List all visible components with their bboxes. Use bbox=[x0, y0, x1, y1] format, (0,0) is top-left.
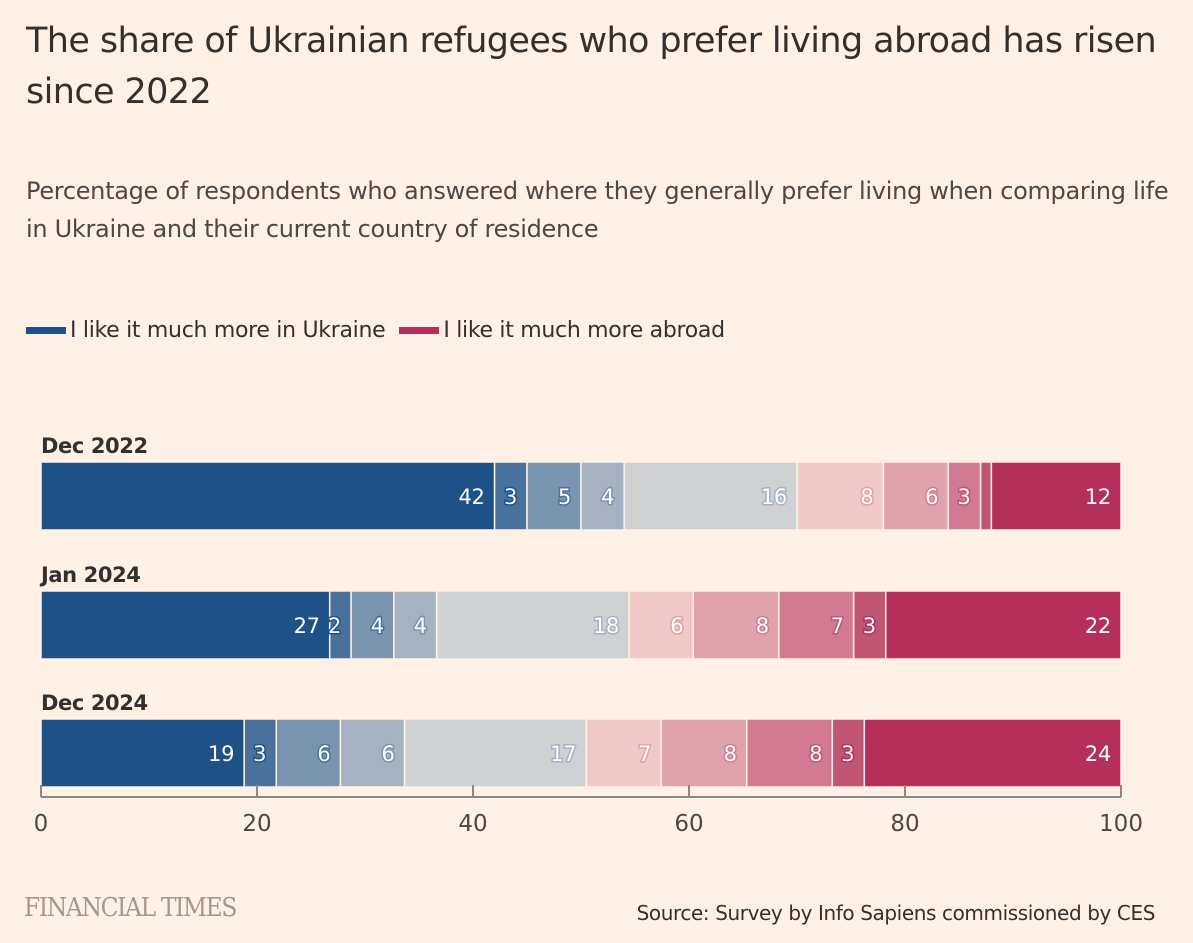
data-label-jan-2024-5: 18 bbox=[593, 614, 619, 638]
bar-segment-dec-2024-10 bbox=[863, 718, 1122, 788]
category-label-jan-2024: Jan 2024 bbox=[39, 563, 141, 587]
category-label-dec-2022: Dec 2022 bbox=[41, 434, 148, 458]
data-label-dec-2024-5: 17 bbox=[550, 742, 576, 766]
bar-segment-dec-2024-5 bbox=[403, 718, 588, 788]
legend-swatch-ukraine bbox=[26, 327, 66, 334]
bar-segment-dec-2024-4 bbox=[339, 718, 406, 788]
bar-segment-dec-2022-6 bbox=[796, 461, 885, 531]
category-label-dec-2024: Dec 2024 bbox=[41, 691, 148, 715]
data-label-dec-2024-3: 6 bbox=[317, 742, 330, 766]
data-label-jan-2024-1: 27 bbox=[294, 614, 320, 638]
data-label-dec-2022-5: 16 bbox=[761, 485, 787, 509]
data-label-jan-2024-10: 22 bbox=[1085, 614, 1111, 638]
data-label-dec-2022-6: 8 bbox=[860, 485, 873, 509]
bar-segment-dec-2022-1 bbox=[40, 461, 496, 531]
data-label-dec-2024-1: 19 bbox=[208, 742, 234, 766]
legend-swatch-abroad bbox=[399, 327, 440, 334]
x-tick-label-60: 60 bbox=[674, 811, 703, 837]
x-tick-label-80: 80 bbox=[890, 811, 919, 837]
legend: I like it much more in Ukraine I like it… bbox=[26, 318, 739, 343]
bar-segment-jan-2024-10 bbox=[885, 590, 1122, 660]
data-label-jan-2024-7: 8 bbox=[756, 614, 769, 638]
data-label-dec-2024-8: 8 bbox=[809, 742, 822, 766]
data-label-dec-2022-8: 3 bbox=[958, 485, 971, 509]
bar-segment-dec-2024-3 bbox=[275, 718, 342, 788]
chart-title: The share of Ukrainian refugees who pref… bbox=[26, 21, 1157, 112]
bar-segment-dec-2024-2 bbox=[243, 718, 277, 788]
data-label-jan-2024-6: 6 bbox=[670, 614, 683, 638]
bar-segment-dec-2024-1 bbox=[40, 718, 245, 788]
data-label-jan-2024-4: 4 bbox=[414, 614, 427, 638]
bar-segment-dec-2024-9 bbox=[831, 718, 866, 788]
bar-segment-dec-2024-7 bbox=[660, 718, 748, 788]
data-label-dec-2024-6: 7 bbox=[638, 742, 651, 766]
source-note: Source: Survey by Info Sapiens commissio… bbox=[636, 901, 1156, 925]
bar-segment-dec-2022-4 bbox=[580, 461, 625, 531]
data-label-dec-2024-4: 6 bbox=[382, 742, 395, 766]
bar-segment-dec-2022-3 bbox=[526, 461, 582, 531]
legend-label-ukraine: I like it much more in Ukraine bbox=[70, 318, 386, 343]
x-tick-label-20: 20 bbox=[242, 811, 271, 837]
data-label-dec-2024-7: 8 bbox=[724, 742, 737, 766]
ft-logo: FINANCIAL TIMES bbox=[24, 893, 237, 923]
data-label-dec-2022-2: 3 bbox=[504, 485, 517, 509]
data-label-jan-2024-3: 4 bbox=[371, 614, 384, 638]
data-label-dec-2024-2: 3 bbox=[253, 742, 266, 766]
data-label-dec-2022-7: 6 bbox=[925, 485, 938, 509]
legend-label-abroad: I like it much more abroad bbox=[443, 318, 725, 343]
chart-subtitle: Percentage of respondents who answered w… bbox=[26, 177, 1169, 243]
data-label-dec-2024-9: 3 bbox=[841, 742, 854, 766]
legend-item-ukraine: I like it much more in Ukraine bbox=[26, 318, 386, 343]
data-label-dec-2022-1: 42 bbox=[458, 485, 484, 509]
bar-segment-dec-2022-7 bbox=[882, 461, 949, 531]
data-label-jan-2024-8: 7 bbox=[831, 614, 844, 638]
bar-segment-jan-2024-6 bbox=[628, 590, 695, 660]
x-tick-label-40: 40 bbox=[458, 811, 487, 837]
bar-segment-dec-2022-5 bbox=[623, 461, 798, 531]
data-label-dec-2024-10: 24 bbox=[1085, 742, 1111, 766]
data-label-dec-2022-4: 4 bbox=[601, 485, 614, 509]
data-label-jan-2024-2: 2 bbox=[328, 614, 341, 638]
x-tick-label-0: 0 bbox=[34, 811, 49, 837]
bar-segment-jan-2024-4 bbox=[393, 590, 438, 660]
legend-item-abroad: I like it much more abroad bbox=[399, 318, 725, 343]
bar-segment-dec-2022-8 bbox=[947, 461, 982, 531]
bar-segment-dec-2022-9 bbox=[979, 461, 993, 531]
x-tick-label-100: 100 bbox=[1099, 811, 1143, 837]
data-label-jan-2024-9: 3 bbox=[863, 614, 876, 638]
bar-segment-dec-2022-10 bbox=[990, 461, 1122, 531]
bar-segment-dec-2024-6 bbox=[585, 718, 662, 788]
bar-segment-jan-2024-5 bbox=[435, 590, 630, 660]
x-axis: 0 20 40 60 80 100 bbox=[34, 785, 1143, 837]
bar-segment-jan-2024-1 bbox=[40, 590, 331, 660]
bar-segment-jan-2024-3 bbox=[350, 590, 395, 660]
bar-segment-jan-2024-9 bbox=[852, 590, 887, 660]
data-label-dec-2022-3: 5 bbox=[558, 485, 571, 509]
data-label-dec-2022-10: 12 bbox=[1085, 485, 1111, 509]
bar-segment-dec-2022-2 bbox=[493, 461, 528, 531]
bar-segment-jan-2024-8 bbox=[778, 590, 855, 660]
